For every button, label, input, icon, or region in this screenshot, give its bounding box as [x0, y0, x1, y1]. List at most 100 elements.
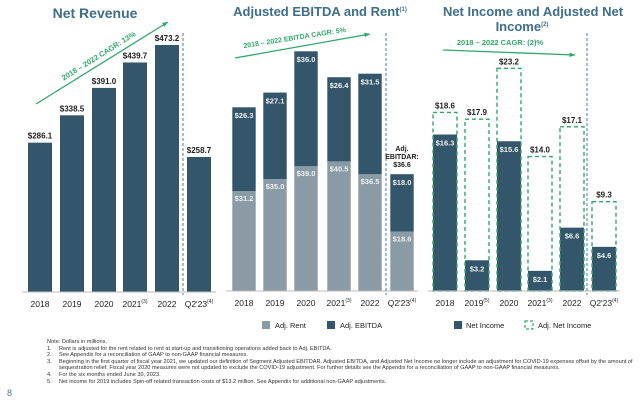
x-tick-label: Q2'23(4): [185, 299, 214, 309]
bar-adj-ebitda: [263, 92, 287, 179]
x-tick-label: 2018: [436, 298, 455, 308]
page-number: 8: [7, 388, 13, 398]
x-tick-label: Q2'23(4): [590, 298, 619, 308]
data-label-rent: $35.0: [266, 182, 285, 191]
bar-adj-rent: [263, 179, 287, 291]
footnote: 2. See Appendix for a reconciliation of G…: [47, 352, 637, 359]
footnote-number: 4.: [47, 371, 52, 378]
data-label-rent: $39.0: [297, 169, 316, 178]
x-tick-label: 2020: [95, 299, 114, 309]
bar-adj-ebitda: [294, 51, 318, 167]
bar-adj-net-income: [559, 126, 585, 292]
footnote-text: See Appendix for a reconciliation of GAA…: [59, 352, 248, 359]
x-tick-label: 2022: [361, 298, 380, 308]
data-label-rent: $18.6: [393, 234, 412, 243]
data-label-net-income: $16.3: [436, 139, 455, 148]
x-tick-label: 2018: [31, 299, 50, 309]
footnote: 5. Net income for 2019 includes Spin-off …: [47, 379, 637, 386]
bar-adj-rent: [390, 231, 414, 291]
chart-title: Net Revenue: [53, 5, 138, 21]
legend-swatch-adj-rent: [262, 321, 270, 329]
bar-net-income: [592, 246, 616, 291]
data-label-net-income: $6.6: [565, 232, 580, 241]
data-label-net-income: $2.1: [533, 275, 548, 284]
data-label-rent: $36.5: [361, 177, 380, 186]
bar-net-income: [528, 270, 552, 291]
ebitdar-callout: Adj.: [395, 146, 408, 153]
cagr-arrow: [234, 33, 371, 59]
x-tick-label: 2018: [235, 298, 254, 308]
data-label-net-income: $15.6: [500, 145, 519, 154]
bar-net-revenue: [60, 115, 84, 292]
bar-adj-net-income: [496, 67, 522, 292]
bar-adj-ebitda: [390, 173, 414, 232]
footnote-text: Beginning in the first quarter of fiscal…: [59, 358, 633, 372]
cagr-arrow-head: [364, 32, 370, 38]
ebitdar-callout: EBITDAR:: [385, 154, 418, 161]
bar-adj-rent: [358, 174, 382, 291]
bar-net-revenue: [123, 62, 147, 293]
legend-label-adj-net-income: Adj. Net Income: [538, 321, 591, 330]
bar-net-revenue: [187, 156, 211, 292]
cagr-arrow-head: [162, 22, 168, 27]
data-label-adj-net-income: $23.2: [499, 57, 520, 66]
data-label-adj-net-income: $9.3: [596, 191, 612, 200]
ebitdar-callout: $36.6: [393, 162, 411, 169]
data-label: $391.0: [92, 77, 117, 86]
bar-net-income: [465, 260, 489, 291]
data-label-ebitda: $18.0: [393, 178, 412, 187]
legend-label-adj-rent: Adj. Rent: [275, 321, 307, 330]
x-tick-label: 2019(5): [464, 298, 489, 308]
chart-title-line2: Income(2): [496, 19, 549, 34]
data-label-rent: $31.2: [235, 194, 254, 203]
footnote-text: For the six months ended June 30, 2023.: [59, 371, 161, 378]
x-tick-label: 2022: [158, 299, 177, 309]
footnote-number: 1.: [47, 345, 52, 352]
cagr-annotation: 2018 – 2022 EBITDA CAGR: 5%: [243, 27, 347, 50]
bar-adj-ebitda: [327, 76, 351, 162]
footnote-intro: Note: Dollars in millions.: [47, 339, 107, 345]
legend-label-adj-ebitda: Adj. EBITDA: [340, 321, 382, 330]
data-label-net-income: $3.2: [470, 264, 485, 273]
x-tick-label: 2021(3): [122, 299, 147, 309]
x-tick-label: 2020: [500, 298, 519, 308]
footnote-number: 5.: [47, 378, 52, 385]
bar-net-income: [497, 141, 521, 291]
data-label-adj-net-income: $18.6: [435, 101, 456, 110]
bar-adj-rent: [232, 191, 256, 291]
legend-swatch-adj-net-income: [524, 320, 534, 330]
data-label: $258.7: [187, 146, 212, 155]
x-tick-label: 2019: [266, 298, 285, 308]
footnote: 1. Rent is adjusted for the rent related …: [47, 346, 637, 353]
data-label-net-income: $4.6: [597, 251, 612, 260]
bar-net-revenue: [92, 87, 116, 292]
bar-adj-net-income: [432, 111, 458, 292]
x-tick-label: 2019: [63, 299, 82, 309]
chart-title: Net Income and Adjusted Net: [443, 4, 624, 19]
bar-adj-ebitda: [232, 107, 256, 192]
x-tick-label: 2021(3): [326, 298, 351, 308]
data-label: $473.2: [155, 34, 180, 43]
x-tick-label: 2020: [297, 298, 316, 308]
footnotes: Note: Dollars in millions. 1. Rent is adj…: [47, 339, 637, 385]
footnote: 3. Beginning in the first quarter of fisc…: [47, 359, 637, 372]
data-label: $439.7: [123, 51, 148, 60]
data-label: $338.5: [60, 104, 85, 113]
chart-title: Adjusted EBITDA and Rent(1): [233, 4, 407, 19]
x-tick-label: 2021(3): [527, 298, 552, 308]
legend-swatch-adj-ebitda: [327, 321, 335, 329]
data-label-ebitda: $26.4: [330, 81, 350, 90]
footnote-text: Rent is adjusted for the rent related to…: [59, 345, 332, 352]
footnote-number: 3.: [47, 358, 52, 365]
data-label-rent: $40.5: [330, 164, 349, 173]
cagr-annotation: 2018 – 2022 CAGR: (2)%: [457, 38, 544, 47]
legend-label-net-income: Net Income: [466, 321, 504, 330]
cagr-arrow: [442, 49, 576, 56]
bar-net-income: [433, 134, 457, 291]
cagr-arrow-head: [569, 52, 575, 58]
data-label-adj-net-income: $17.9: [467, 108, 488, 117]
bar-net-revenue: [155, 44, 179, 293]
bar-adj-rent: [294, 166, 318, 291]
bar-adj-ebitda: [358, 73, 382, 175]
x-tick-label: Q2'23(4): [388, 298, 417, 308]
